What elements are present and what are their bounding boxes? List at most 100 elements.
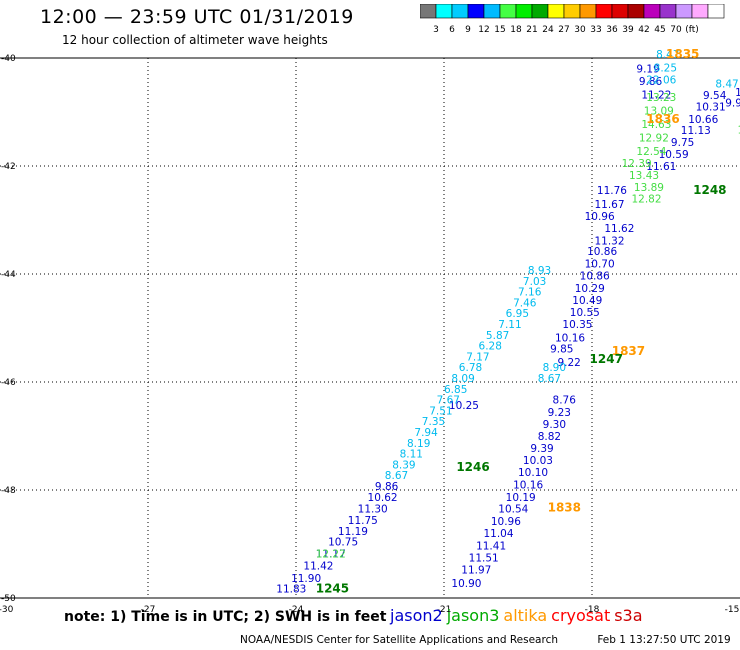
colorbar-label: 6 bbox=[449, 25, 455, 35]
data-label-jason2: 10.66 bbox=[688, 114, 718, 126]
data-label-jason3: 12.22 bbox=[316, 549, 346, 561]
y-tick-label: -42 bbox=[1, 162, 16, 172]
data-label-jason2: 11.17 bbox=[316, 549, 346, 561]
data-label-jason2: 9.30 bbox=[543, 419, 566, 431]
data-label-jason2: 11.61 bbox=[646, 161, 676, 173]
colorbar-label: 70 bbox=[670, 25, 682, 35]
data-label-saral: 7.16 bbox=[518, 287, 542, 299]
x-tick-label: -30 bbox=[0, 605, 14, 615]
data-label-saral: 5.87 bbox=[486, 330, 509, 342]
colorbar-label: 3 bbox=[433, 25, 439, 35]
data-label-saral: 6.95 bbox=[506, 308, 529, 320]
data-label-altika: 1836 bbox=[646, 112, 679, 126]
colorbar-label: 15 bbox=[494, 25, 505, 35]
data-label-jason2: 11.04 bbox=[483, 528, 513, 540]
data-label-saral: 8.67 bbox=[385, 470, 408, 482]
data-label-jason2: 10.35 bbox=[562, 319, 592, 331]
data-label-jason2: 11.97 bbox=[461, 565, 491, 577]
data-label-jason2: 9.86 bbox=[639, 76, 663, 88]
data-label-jason2: 10.86 bbox=[580, 270, 610, 282]
data-label-jason2: 11.42 bbox=[303, 560, 333, 572]
data-label-jason2: 10.59 bbox=[659, 149, 689, 161]
data-label-altika: 1835 bbox=[666, 47, 699, 61]
data-label-saral: 7.11 bbox=[498, 319, 521, 331]
data-label-jason2: 11.90 bbox=[291, 573, 321, 585]
data-label-jason2: 9.22 bbox=[557, 357, 580, 369]
data-label-jason2: 10.25 bbox=[449, 400, 479, 412]
colorbar-label: 9 bbox=[465, 25, 471, 35]
colorbar-label: 24 bbox=[542, 25, 554, 35]
data-label-saral: 8.19 bbox=[407, 438, 430, 450]
credit-line: NOAA/NESDIS Center for Satellite Applica… bbox=[240, 634, 740, 646]
data-label-jason2: 10.19 bbox=[506, 492, 536, 504]
data-label-jason2: 11.67 bbox=[594, 199, 624, 211]
data-label-jason2: 9.85 bbox=[550, 343, 573, 355]
data-label-saral: 8.25 bbox=[654, 63, 677, 75]
mission-legend: jason2 jason3 altika cryosat s3a bbox=[390, 606, 647, 625]
data-label-jason2: 10.49 bbox=[572, 295, 602, 307]
data-label-jason2: 8.82 bbox=[538, 431, 561, 443]
data-label-jason2: 11.51 bbox=[469, 552, 499, 564]
x-tick-label: -27 bbox=[141, 605, 156, 615]
data-label-jason3: 12.54 bbox=[636, 146, 666, 158]
data-label-jason2: 9.39 bbox=[530, 443, 553, 455]
data-label-jason3-time: 1248 bbox=[693, 183, 726, 197]
data-label-jason3: 12.82 bbox=[631, 194, 661, 206]
data-label-altika: 1838 bbox=[548, 501, 581, 515]
data-label-jason2: 10.96 bbox=[585, 211, 615, 223]
data-label-jason2: 10.16 bbox=[513, 479, 543, 491]
data-label-jason3: 13.23 bbox=[646, 92, 676, 104]
color-scale-legend: 3 6 9 12 15 18 21 24 27 30 33 36 39 42 45 70 (ft) bbox=[420, 4, 725, 35]
data-label-jason3: 13.09 bbox=[644, 106, 674, 118]
data-label-jason2: 10.70 bbox=[585, 259, 615, 271]
colorbar-label: 30 bbox=[574, 25, 586, 35]
data-label-jason2: 10.62 bbox=[368, 492, 398, 504]
colorbar-label: (ft) bbox=[685, 25, 699, 35]
data-label-jason3-time: 1247 bbox=[590, 352, 623, 366]
data-label-jason2: 11.75 bbox=[348, 515, 378, 527]
x-tick-label: -21 bbox=[437, 605, 452, 615]
data-label-saral: 7.51 bbox=[429, 405, 452, 417]
y-tick-label: -48 bbox=[1, 486, 16, 496]
data-label-saral: 8.39 bbox=[392, 459, 415, 471]
data-label-jason3: 14.63 bbox=[641, 119, 671, 131]
data-label-jason3: 12.92 bbox=[639, 133, 669, 145]
x-tick-label: -24 bbox=[289, 605, 304, 615]
credit-source: NOAA/NESDIS Center for Satellite Applica… bbox=[240, 634, 558, 646]
data-label-saral: 7.03 bbox=[523, 276, 546, 288]
data-label-jason2: 9.86 bbox=[375, 481, 399, 493]
data-label-jason2: 11.13 bbox=[681, 125, 711, 137]
data-label-jason2: 9.19 bbox=[636, 64, 659, 76]
data-label-saral: 7.94 bbox=[414, 427, 438, 439]
data-label-jason2: 9.23 bbox=[548, 407, 571, 419]
data-label-jason3: 13.89 bbox=[634, 182, 664, 194]
units-note: note: 1) Time is in UTC; 2) SWH is in fe… bbox=[64, 609, 387, 625]
colorbar-label: 42 bbox=[638, 25, 649, 35]
data-label-jason3: 13.43 bbox=[629, 170, 659, 182]
data-label-saral: 7.67 bbox=[437, 395, 460, 407]
y-tick-label: -40 bbox=[1, 54, 16, 64]
x-tick-label: -18 bbox=[585, 605, 600, 615]
colorbar-label: 45 bbox=[654, 25, 665, 35]
data-label-jason2: 10.29 bbox=[575, 283, 605, 295]
data-label-jason2: 11.62 bbox=[604, 223, 634, 235]
data-label-jason2: 11.22 bbox=[641, 90, 671, 102]
chart-title: 12:00 — 23:59 UTC 01/31/2019 bbox=[40, 6, 354, 28]
data-label-jason2: 11.19 bbox=[338, 526, 368, 538]
data-label-jason2: 11.76 bbox=[597, 185, 627, 197]
data-label-jason2: 8.76 bbox=[553, 395, 577, 407]
data-label-saral: 8.11 bbox=[400, 449, 423, 461]
x-tick-label: -15 bbox=[725, 605, 740, 615]
credit-timestamp: Feb 1 13:27:50 UTC 2019 bbox=[597, 634, 731, 646]
data-label-jason2: 10.55 bbox=[570, 307, 600, 319]
data-label-jason2: 10.31 bbox=[696, 101, 726, 113]
mission-jason2: jason2 bbox=[390, 606, 443, 625]
colorbar-label: 39 bbox=[622, 25, 634, 35]
data-label-saral: 8.90 bbox=[543, 362, 566, 374]
data-label-jason3-time: 1246 bbox=[456, 460, 489, 474]
data-label-saral: 7.46 bbox=[513, 297, 537, 309]
colorbar-label: 21 bbox=[526, 25, 537, 35]
data-label-jason2: 9.75 bbox=[671, 137, 694, 149]
data-label-jason2: 10.10 bbox=[518, 467, 548, 479]
